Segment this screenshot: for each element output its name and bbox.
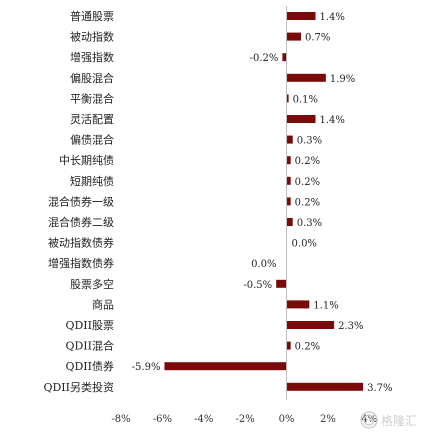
bar: [286, 176, 291, 185]
bar: [286, 135, 293, 144]
bar: [164, 362, 287, 371]
x-tick-label: 0%: [279, 414, 295, 425]
data-label: 1.4%: [320, 115, 345, 126]
x-tick-labels: -8% -6% -4% -2% 0% 2% 4%: [111, 414, 377, 425]
data-label: 0.2%: [295, 197, 320, 208]
category-label: 平衡混合: [70, 91, 114, 105]
category-label: 混合债券二级: [48, 215, 114, 229]
category-label: 中长期纯债: [59, 153, 114, 167]
category-label: 普通股票: [70, 9, 114, 23]
category-labels: 普通股票被动指数增强指数偏股混合平衡混合灵活配置偏债混合中长期纯债短期纯债混合债…: [43, 9, 114, 394]
category-label: QDII另类投资: [43, 380, 114, 394]
data-label: 3.7%: [367, 383, 392, 394]
category-label: 偏股混合: [70, 71, 114, 85]
category-label: 偏债混合: [70, 133, 114, 147]
data-label: 1.9%: [330, 74, 355, 85]
bar: [286, 382, 364, 391]
x-tick-label: -4%: [194, 414, 213, 425]
x-tick-label: -8%: [111, 414, 130, 425]
data-label: 0.3%: [297, 218, 322, 229]
category-label: 灵活配置: [70, 113, 114, 126]
data-labels: 1.4%0.7%-0.2%1.9%0.1%1.4%0.3%0.2%0.2%0.2…: [132, 12, 393, 394]
bar: [286, 321, 335, 329]
data-label: -0.5%: [243, 280, 272, 291]
bar: [286, 94, 289, 103]
data-label: 1.4%: [320, 12, 345, 23]
category-label: 被动指数债券: [48, 236, 114, 250]
bar: [286, 73, 326, 82]
bar: [286, 300, 310, 309]
data-label: 0.2%: [295, 177, 320, 188]
bar: [286, 32, 302, 41]
data-label: 0.3%: [297, 136, 322, 147]
bar: [286, 156, 291, 165]
x-tick-label: 2%: [320, 414, 336, 425]
x-tick-label: -6%: [153, 414, 172, 425]
category-label: 增强指数: [70, 50, 114, 64]
bar: [286, 218, 293, 226]
bar: [286, 197, 291, 206]
data-label: 0.0%: [251, 259, 276, 270]
bar: [276, 279, 287, 288]
category-label: 股票多空: [70, 277, 114, 291]
watermark: 格隆汇: [360, 411, 417, 429]
bar: [286, 341, 291, 350]
data-label: 0.2%: [295, 342, 320, 353]
category-label: QDII股票: [65, 319, 114, 332]
data-label: 1.1%: [313, 300, 338, 311]
data-label: 0.1%: [293, 94, 318, 105]
watermark-text: 格隆汇: [381, 413, 417, 428]
category-label: 商品: [92, 297, 114, 311]
category-label: 被动指数: [70, 30, 114, 44]
data-label: 0.0%: [292, 239, 317, 250]
bar: [282, 53, 287, 62]
data-label: 0.7%: [305, 33, 330, 44]
data-label: 2.3%: [338, 321, 363, 332]
category-label: 短期纯债: [70, 174, 114, 188]
bar: [286, 12, 316, 20]
data-label: -0.2%: [250, 53, 279, 64]
watermark-logo-icon: [360, 411, 378, 429]
category-label: 增强指数债券: [48, 256, 114, 270]
data-label: -5.9%: [132, 362, 161, 373]
category-label: QDII债券: [65, 359, 114, 373]
data-label: 0.2%: [295, 156, 320, 167]
bar: [286, 115, 316, 123]
category-label: 混合债券一级: [48, 194, 114, 208]
bars-layer: [164, 12, 364, 391]
category-label: QDII混合: [65, 339, 114, 353]
x-tick-label: -2%: [236, 414, 255, 425]
